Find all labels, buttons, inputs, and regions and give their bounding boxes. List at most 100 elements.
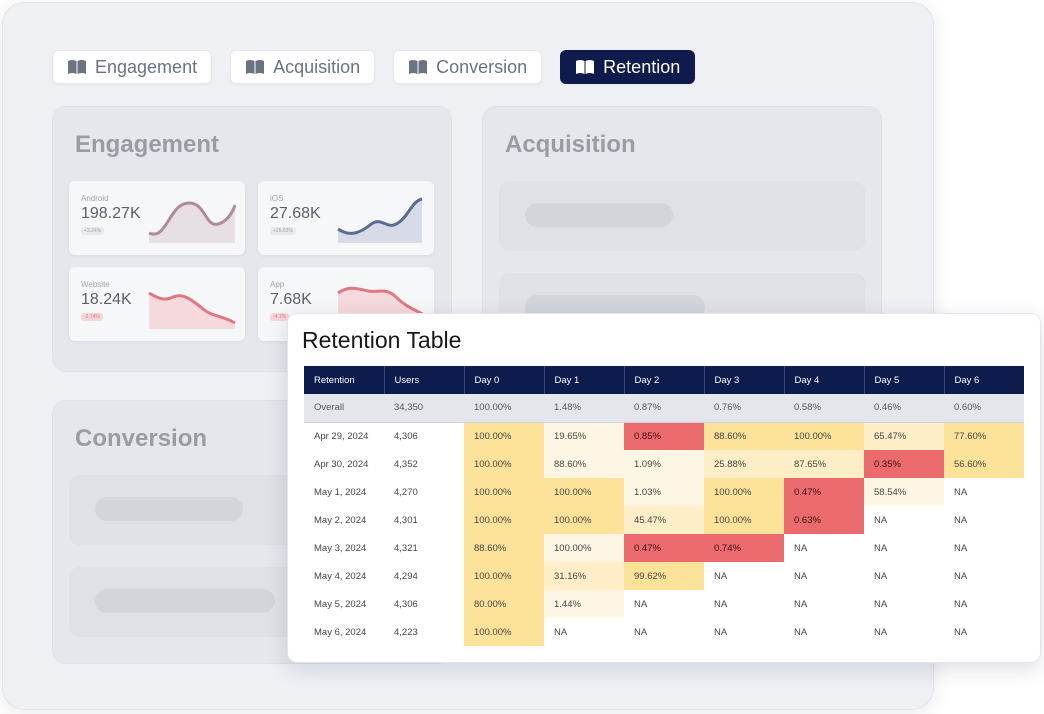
retention-cell: 100.00%	[464, 562, 544, 590]
retention-cell: 100.00%	[464, 618, 544, 646]
retention-cell: 100.00%	[464, 450, 544, 478]
column-header[interactable]: Day 5	[864, 366, 945, 394]
retention-cell: 77.60%	[944, 422, 1024, 450]
retention-cell: 100.00%	[464, 506, 544, 534]
retention-cell: 88.60%	[464, 534, 544, 562]
table-cell: 0.60%	[944, 394, 1024, 423]
retention-cell: 45.47%	[624, 506, 704, 534]
retention-cell: 100.00%	[704, 506, 784, 534]
column-header[interactable]: Day 4	[784, 366, 865, 394]
column-header[interactable]: Day 0	[464, 366, 545, 394]
panel-title: Engagement	[75, 131, 220, 158]
retention-cell: 25.88%	[704, 450, 784, 478]
column-header[interactable]: Day 2	[624, 366, 705, 394]
retention-cell: 0.63%	[784, 506, 864, 534]
cohort-date-cell: Apr 30, 2024	[314, 458, 369, 470]
column-header[interactable]: Day 6	[944, 366, 1024, 394]
retention-cell: NA	[714, 598, 728, 610]
table-header-row: Retention Users Day 0 Day 1 Day 2 Day 3 …	[304, 366, 1024, 394]
table-row: May 5, 2024 4,306 80.00% 1.44% NA NA NA NA NA	[304, 590, 1024, 618]
tab-label: Retention	[603, 56, 681, 77]
retention-cell: NA	[634, 626, 648, 638]
overall-row: Overall 34,350 100.00% 1.48% 0.87% 0.76%…	[304, 394, 1024, 423]
column-header[interactable]: Retention	[304, 366, 385, 394]
column-header[interactable]: Day 1	[544, 366, 625, 394]
metric-change: +25.63%	[270, 227, 296, 235]
book-icon	[576, 60, 595, 74]
metric-label: App	[270, 280, 285, 289]
retention-cell: NA	[954, 598, 968, 610]
metric-card-ios[interactable]: iOS 27.68K +25.63%	[258, 181, 434, 255]
panel-title: Acquisition	[505, 131, 636, 158]
retention-cell: 100.00%	[464, 422, 544, 450]
cohort-date-cell: May 4, 2024	[314, 570, 367, 582]
table-cell: 0.87%	[624, 394, 704, 423]
placeholder-card	[499, 181, 865, 251]
tab-acquisition[interactable]: Acquisition	[230, 50, 376, 84]
retention-cell: 100.00%	[544, 506, 624, 534]
table-row: Apr 29, 2024 4,306 100.00% 19.65% 0.85% 88.60…	[304, 422, 1024, 450]
retention-cell: 100.00%	[464, 478, 544, 506]
retention-cell: NA	[874, 542, 888, 554]
table-row: Apr 30, 2024 4,352 100.00% 88.60% 1.09% 25.88…	[304, 450, 1024, 478]
metric-change: -2.74%	[81, 313, 103, 321]
sparkline-chart	[337, 197, 423, 243]
metric-label: iOS	[270, 194, 284, 203]
cohort-date-cell: May 3, 2024	[314, 542, 367, 554]
table-cell: Overall	[304, 394, 384, 423]
metric-label: Website	[81, 280, 110, 289]
retention-cell: NA	[954, 570, 968, 582]
retention-cell: NA	[794, 570, 808, 582]
retention-table-title: Retention Table	[302, 327, 462, 353]
retention-cell: 0.85%	[624, 422, 704, 450]
retention-cell: NA	[874, 514, 888, 526]
table-cell: 0.58%	[784, 394, 864, 423]
column-header[interactable]: Users	[384, 366, 465, 394]
retention-cell: 100.00%	[544, 534, 624, 562]
metric-value: 198.27K	[81, 205, 141, 222]
retention-cell: NA	[794, 542, 808, 554]
retention-cell: NA	[794, 626, 808, 638]
retention-cell: NA	[714, 626, 728, 638]
retention-table: Retention Users Day 0 Day 1 Day 2 Day 3 …	[304, 366, 1024, 646]
book-icon	[246, 60, 265, 74]
retention-cell: NA	[794, 598, 808, 610]
retention-cell: 0.74%	[704, 534, 784, 562]
tab-label: Engagement	[95, 56, 198, 77]
table-cell: 0.76%	[704, 394, 784, 423]
retention-cell: 31.16%	[544, 562, 624, 590]
metric-card-website[interactable]: Website 18.24K -2.74%	[69, 267, 245, 341]
metric-value: 27.68K	[270, 205, 321, 222]
retention-cell: 65.47%	[864, 422, 944, 450]
sparkline-chart	[148, 201, 237, 243]
retention-cell: 56.60%	[944, 450, 1024, 478]
retention-table-card: Retention Table Retention Users Day 0 Da…	[287, 313, 1041, 663]
column-header[interactable]: Day 3	[704, 366, 785, 394]
placeholder-bar	[525, 203, 673, 227]
metric-change: +3.24%	[81, 227, 105, 235]
retention-cell: NA	[714, 570, 728, 582]
cohort-date-cell: May 2, 2024	[314, 514, 367, 526]
metric-card-android[interactable]: Android 198.27K +3.24%	[69, 181, 245, 255]
retention-cell: NA	[954, 486, 968, 498]
placeholder-bar	[95, 589, 275, 613]
tab-conversion[interactable]: Conversion	[393, 50, 543, 84]
users-cell: 4,306	[394, 598, 418, 610]
table-cell: 100.00%	[464, 394, 544, 423]
table-row: May 2, 2024 4,301 100.00% 100.00% 45.47% 100.…	[304, 506, 1024, 534]
retention-cell: NA	[874, 598, 888, 610]
tab-engagement[interactable]: Engagement	[52, 50, 213, 84]
retention-cell: 87.65%	[784, 450, 864, 478]
tab-retention[interactable]: Retention	[560, 50, 696, 84]
table-cell: 0.46%	[864, 394, 944, 423]
panel-title: Conversion	[75, 425, 208, 452]
users-cell: 4,306	[394, 430, 418, 442]
metric-value: 7.68K	[270, 291, 312, 308]
retention-cell: 100.00%	[784, 422, 864, 450]
table-cell: 1.48%	[544, 394, 624, 423]
tab-label: Conversion	[436, 56, 528, 77]
cohort-date-cell: May 5, 2024	[314, 598, 367, 610]
retention-cell: NA	[874, 570, 888, 582]
users-cell: 4,270	[394, 486, 418, 498]
retention-cell: NA	[874, 626, 888, 638]
